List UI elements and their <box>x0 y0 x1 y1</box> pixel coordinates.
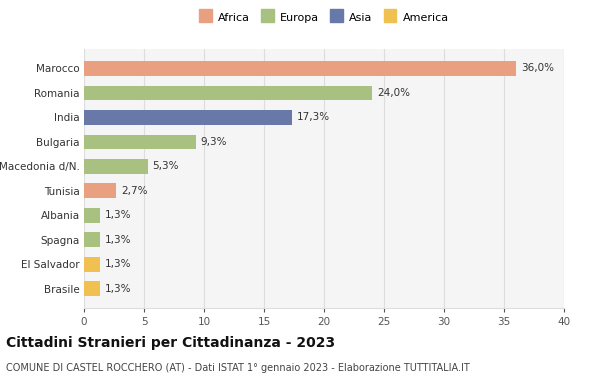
Bar <box>84 233 100 247</box>
Bar <box>84 135 196 149</box>
Text: Cittadini Stranieri per Cittadinanza - 2023: Cittadini Stranieri per Cittadinanza - 2… <box>6 336 335 350</box>
Bar <box>84 184 116 198</box>
Text: 36,0%: 36,0% <box>521 63 554 73</box>
Text: 1,3%: 1,3% <box>104 259 131 269</box>
Bar <box>84 159 148 174</box>
Bar <box>84 281 100 296</box>
Text: 5,3%: 5,3% <box>152 162 179 171</box>
Text: 9,3%: 9,3% <box>200 137 227 147</box>
Bar <box>84 110 292 125</box>
Bar <box>84 61 516 76</box>
Bar <box>84 86 372 100</box>
Text: 1,3%: 1,3% <box>104 284 131 294</box>
Text: COMUNE DI CASTEL ROCCHERO (AT) - Dati ISTAT 1° gennaio 2023 - Elaborazione TUTTI: COMUNE DI CASTEL ROCCHERO (AT) - Dati IS… <box>6 363 470 373</box>
Text: 24,0%: 24,0% <box>377 88 410 98</box>
Bar <box>84 257 100 272</box>
Text: 1,3%: 1,3% <box>104 210 131 220</box>
Text: 17,3%: 17,3% <box>296 112 329 122</box>
Bar <box>84 208 100 223</box>
Legend: Africa, Europa, Asia, America: Africa, Europa, Asia, America <box>196 8 452 26</box>
Text: 2,7%: 2,7% <box>121 186 148 196</box>
Text: 1,3%: 1,3% <box>104 235 131 245</box>
